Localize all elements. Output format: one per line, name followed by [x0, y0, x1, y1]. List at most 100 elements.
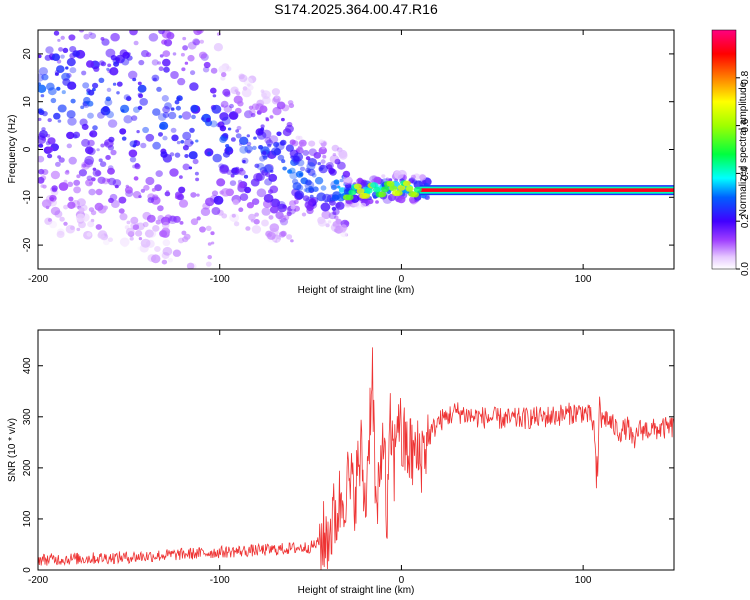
ridge-transition-blob [389, 185, 398, 192]
heatmap-blob [97, 176, 106, 184]
heatmap-blob [107, 63, 112, 68]
heatmap-blob [114, 184, 119, 189]
heatmap-blob [38, 84, 47, 93]
heatmap-blob [234, 89, 238, 93]
heatmap-blob [47, 118, 52, 123]
heatmap-blob [181, 230, 187, 236]
heatmap-blob [343, 176, 353, 185]
y-tick-label: 200 [22, 459, 33, 476]
heatmap-blob [397, 195, 406, 204]
heatmap-blob [231, 167, 238, 174]
heatmap-blob [172, 52, 177, 56]
heatmap-blob [83, 96, 91, 104]
heatmap-blob [84, 155, 95, 165]
heatmap-blob [38, 107, 44, 113]
heatmap-blob [205, 197, 215, 207]
heatmap-blob [86, 175, 93, 181]
heatmap-blob [238, 74, 248, 83]
heatmap-blob [166, 32, 175, 40]
heatmap-blob [163, 39, 173, 47]
ridge-transition-blob [356, 188, 365, 195]
heatmap-blob [305, 167, 311, 173]
heatmap-blob [38, 132, 46, 141]
heatmap-blob [54, 72, 59, 76]
heatmap-blob [325, 223, 330, 228]
heatmap-blob [236, 125, 242, 131]
heatmap-blob [107, 237, 113, 242]
heatmap-blob [267, 143, 272, 148]
heatmap-blob [92, 125, 98, 131]
heatmap-blob [234, 107, 242, 114]
heatmap-blob [59, 216, 65, 222]
heatmap-blob [413, 173, 421, 180]
heatmap-blob [182, 36, 187, 41]
heatmap-blob [140, 238, 151, 248]
heatmap-blob [161, 252, 170, 259]
heatmap-blob [254, 163, 260, 168]
heatmap-blob [147, 229, 157, 238]
heatmap-blob [243, 77, 253, 87]
heatmap-blob [105, 155, 111, 160]
heatmap-blob [118, 196, 127, 204]
heatmap-blob [248, 105, 254, 110]
colorbar-tick-label: 0.0 [740, 262, 750, 276]
heatmap-blob [177, 194, 185, 201]
heatmap-blob [137, 81, 142, 86]
heatmap-blob [91, 177, 96, 182]
heatmap-blob [131, 115, 138, 121]
heatmap-blob [57, 119, 62, 123]
heatmap-blob [285, 124, 294, 133]
ridge-transition-blob [386, 180, 395, 187]
heatmap-blob [73, 179, 81, 186]
heatmap-blob [322, 154, 327, 159]
heatmap-blob [50, 206, 61, 216]
heatmap-blob [68, 34, 76, 41]
heatmap-blob [270, 198, 281, 208]
heatmap-blob [45, 46, 54, 54]
heatmap-blob [162, 239, 171, 247]
heatmap-blob [125, 227, 135, 236]
colorbar-tick-label: 0.4 [740, 166, 750, 180]
heatmap-blob [157, 215, 165, 221]
heatmap-blob [178, 199, 189, 208]
heatmap-blob [381, 174, 386, 179]
heatmap-blob [135, 230, 143, 237]
heatmap-blob [177, 77, 186, 86]
heatmap-blob [134, 163, 141, 170]
heatmap-blob [263, 193, 274, 203]
heatmap-blob [261, 219, 269, 227]
heatmap-blob [151, 74, 160, 82]
heatmap-blob [289, 171, 298, 180]
heatmap-blob [182, 163, 190, 171]
snr-y-label: SNR (10 * v/v) [7, 418, 18, 482]
heatmap-blob [82, 163, 87, 168]
spectrogram-x-axis: -200 -100 0 100 [28, 30, 592, 285]
y-tick-label: 400 [22, 357, 33, 374]
heatmap-blob [178, 237, 185, 244]
x-tick-label: 0 [399, 274, 405, 285]
heatmap-blob [229, 103, 234, 109]
heatmap-blob [229, 112, 238, 120]
heatmap-blob [298, 139, 307, 147]
heatmap-blob [64, 170, 70, 175]
heatmap-blob [272, 106, 282, 116]
heatmap-blob [282, 166, 287, 171]
heatmap-blob [176, 140, 181, 145]
heatmap-blob [220, 76, 226, 81]
heatmap-blob [278, 215, 287, 223]
heatmap-blob [165, 190, 170, 194]
heatmap-blob [251, 198, 260, 206]
y-tick-label: 0 [22, 567, 33, 573]
heatmap-blob [38, 117, 42, 121]
heatmap-blob [89, 32, 97, 40]
heatmap-blob [105, 96, 112, 102]
heatmap-blob [178, 115, 183, 119]
heatmap-blob [161, 95, 169, 102]
heatmap-blob [210, 241, 215, 245]
y-tick-label: 300 [22, 408, 33, 425]
heatmap-blob [140, 188, 146, 193]
heatmap-blob [119, 213, 128, 221]
heatmap-blob [106, 67, 110, 71]
heatmap-blob [47, 153, 53, 159]
heatmap-blob [92, 169, 101, 177]
